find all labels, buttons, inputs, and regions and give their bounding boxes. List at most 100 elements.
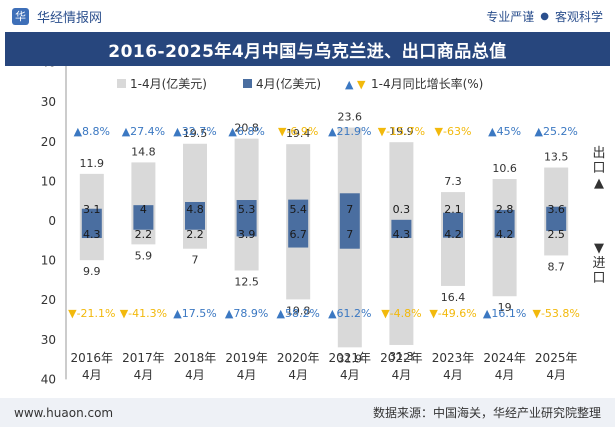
x-tick-label-year: 2021年	[329, 351, 372, 365]
x-tick-label-year: 2018年	[174, 351, 217, 365]
x-tick-label-month: 4月	[546, 368, 566, 382]
export-growth-label: ▲6.8%	[228, 125, 264, 138]
data-source: 数据来源：中国海关，华经产业研究院整理	[372, 406, 601, 420]
x-tick-label-month: 4月	[495, 368, 515, 382]
label-export-monthly: 7	[346, 203, 353, 216]
legend-up-triangle-icon: ▲	[345, 78, 354, 91]
x-tick-label-month: 4月	[82, 368, 102, 382]
x-tick-label-year: 2020年	[277, 351, 320, 365]
bar-export-monthly	[391, 219, 412, 221]
bar-export-monthly	[443, 212, 463, 221]
label-import-cumulative: 12.5	[234, 276, 259, 289]
export-growth-label: ▼-15.7%	[378, 125, 425, 138]
bar-export-cumulative	[389, 142, 414, 221]
x-tick-label-month: 4月	[340, 368, 360, 382]
bar-export-monthly	[339, 193, 360, 221]
export-label-text: 出口	[592, 146, 606, 176]
legend-swatch-monthly	[243, 79, 252, 88]
bar-export-monthly	[81, 208, 102, 221]
label-import-cumulative: 5.9	[135, 249, 153, 262]
label-import-cumulative: 8.7	[547, 260, 565, 273]
label-import-monthly: 7	[346, 228, 353, 241]
label-export-cumulative: 19.9	[389, 125, 414, 138]
chart-canvas: 1-4月(亿美元) 4月(亿美元) ▲▼ 1-4月同比增长率(%) 40 30 20 10 0 1…	[41, 66, 580, 386]
label-export-cumulative: 7.3	[444, 175, 462, 188]
bar-import-monthly	[443, 221, 463, 238]
label-export-cumulative: 19.5	[183, 127, 208, 140]
label-export-monthly: 5.3	[238, 203, 256, 216]
y-tick-label: 0	[48, 214, 56, 228]
legend-label-cumulative: 1-4月(亿美元)	[130, 76, 207, 91]
bar-import-monthly	[494, 221, 515, 238]
label-export-monthly: 4	[140, 203, 147, 216]
x-tick-label-month: 4月	[443, 368, 463, 382]
bar-import-monthly	[185, 221, 205, 230]
label-export-monthly: 2.1	[444, 203, 462, 216]
label-export-cumulative: 14.8	[131, 145, 156, 158]
y-tick-label: 20	[41, 135, 56, 149]
bar-export-monthly	[185, 201, 205, 221]
bar-export-monthly	[133, 205, 154, 221]
x-tick-label-year: 2017年	[122, 351, 165, 365]
label-export-cumulative: 23.6	[338, 111, 363, 124]
website-link[interactable]: www.huaon.com	[14, 405, 114, 420]
export-growth-label: ▲32.7%	[173, 125, 216, 138]
y-tick-label: 20	[41, 293, 56, 307]
label-import-monthly: 3.9	[238, 228, 256, 241]
legend-down-triangle-icon: ▼	[357, 78, 366, 91]
y-tick-label: 40	[41, 372, 56, 386]
import-growth-label: ▲58.2%	[276, 307, 319, 320]
label-export-monthly: 4.8	[186, 203, 204, 216]
bar-import-monthly	[546, 221, 567, 231]
import-growth-label: ▼-4.8%	[381, 307, 421, 320]
export-growth-label: ▲45%	[488, 125, 521, 138]
bar-import-monthly	[81, 221, 102, 239]
label-import-monthly: 2.2	[135, 228, 153, 241]
x-tick-label-year: 2016年	[71, 351, 114, 365]
dot-icon: ●	[540, 10, 549, 22]
label-import-cumulative: 19	[498, 301, 512, 314]
x-tick-label-month: 4月	[288, 368, 308, 382]
down-triangle-icon: ▼	[594, 241, 604, 256]
label-export-monthly: 5.4	[289, 203, 307, 216]
brand[interactable]: 华 华经情报网	[12, 7, 102, 26]
label-import-cumulative: 9.9	[83, 265, 101, 278]
label-import-monthly: 2.5	[547, 228, 565, 241]
x-tick-label-year: 2022年	[380, 351, 423, 365]
bar-export-monthly	[236, 200, 257, 221]
x-tick-label-month: 4月	[392, 368, 412, 382]
x-tick-label-month: 4月	[237, 368, 257, 382]
y-tick-label: 10	[41, 254, 56, 268]
brand-name: 华经情报网	[37, 10, 103, 26]
bar-export-monthly	[288, 199, 309, 221]
legend-label-monthly: 4月(亿美元)	[256, 76, 321, 91]
export-growth-label: ▲8.8%	[74, 125, 110, 138]
export-growth-label: ▼-63%	[435, 125, 472, 138]
tagline-2: 客观科学	[554, 9, 603, 24]
x-tick-label-year: 2023年	[432, 351, 475, 365]
bar-import-monthly	[391, 221, 412, 239]
tagline-1: 专业严谨	[486, 9, 535, 24]
export-growth-label: ▲21.9%	[328, 125, 371, 138]
label-import-monthly: 4.2	[496, 228, 514, 241]
label-export-monthly: 3.6	[547, 203, 565, 216]
huajing-logo-icon: 华	[12, 7, 29, 25]
up-triangle-icon: ▲	[594, 176, 604, 191]
label-export-cumulative: 11.9	[80, 157, 105, 170]
y-tick-label: 10	[41, 174, 56, 188]
label-export-monthly: 2.8	[496, 203, 514, 216]
bar-import-monthly	[339, 221, 360, 249]
top-bar: 华 华经情报网 专业严谨 ● 客观科学	[0, 0, 615, 32]
import-growth-label: ▼-21.1%	[68, 307, 115, 320]
x-tick-label-month: 4月	[185, 368, 205, 382]
label-import-monthly: 4.2	[444, 228, 462, 241]
label-export-monthly: 0.3	[393, 203, 411, 216]
label-export-cumulative: 10.6	[492, 162, 517, 175]
label-export-monthly: 3.1	[83, 203, 101, 216]
import-growth-label: ▲16.1%	[483, 307, 526, 320]
import-growth-label: ▼-49.6%	[429, 307, 476, 320]
label-export-cumulative: 13.5	[544, 151, 569, 164]
import-growth-label: ▲61.2%	[328, 307, 371, 320]
import-growth-label: ▼-41.3%	[120, 307, 167, 320]
x-tick-label-month: 4月	[134, 368, 154, 382]
